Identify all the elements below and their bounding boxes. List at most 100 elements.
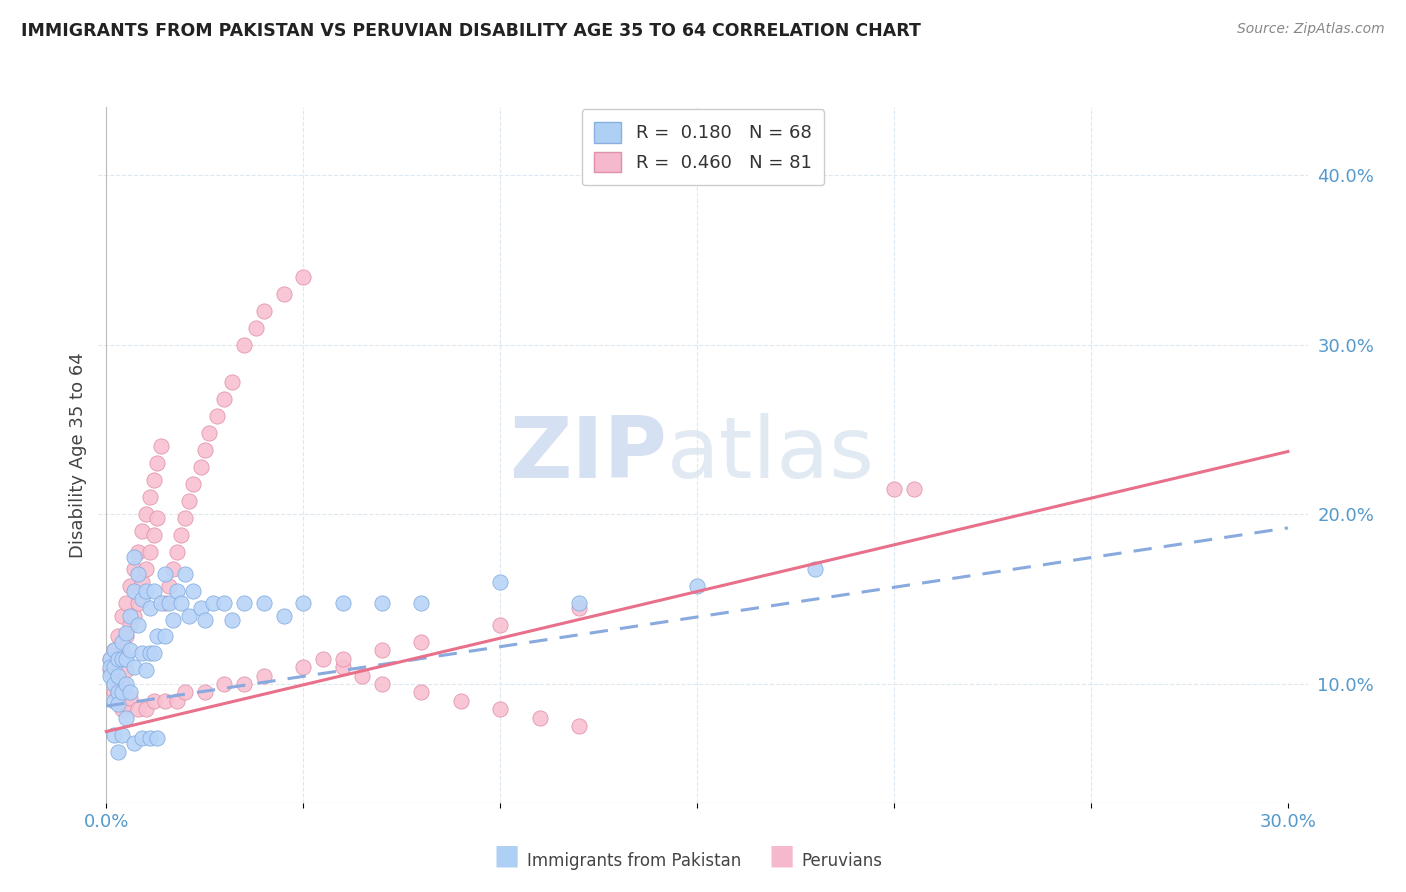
Point [115,651,138,665]
Point [146,731,169,746]
Text: Peruvians: Peruvians [801,852,883,870]
Point [107,745,129,759]
Point [115,664,138,678]
Point [111,677,134,691]
Point [142,647,165,661]
Point [194,685,217,699]
Point [197,425,219,440]
Point [155,596,177,610]
Point [166,583,188,598]
Point [155,694,177,708]
Point [107,668,129,682]
Point [122,660,145,674]
Point [174,566,197,581]
Point [107,651,129,665]
Point [155,566,177,581]
Point [111,728,134,742]
Point [352,668,374,682]
Point [127,596,149,610]
Point [162,561,184,575]
Text: atlas: atlas [666,413,875,497]
Point [804,561,827,575]
Point [411,634,433,648]
Point [138,491,160,505]
Point [111,609,134,624]
Y-axis label: Disability Age 35 to 64: Disability Age 35 to 64 [69,352,87,558]
Point [135,508,157,522]
Point [292,660,315,674]
Point [118,617,141,632]
Point [135,561,157,575]
Text: ■: ■ [494,842,520,870]
Point [103,685,125,699]
Point [903,482,925,496]
Point [135,702,157,716]
Point [174,685,197,699]
Point [107,651,129,665]
Point [138,544,160,558]
Point [107,698,129,712]
Point [489,617,512,632]
Point [115,596,138,610]
Point [103,660,125,674]
Point [131,592,153,607]
Point [686,578,709,592]
Point [103,664,125,678]
Point [103,677,125,691]
Point [111,643,134,657]
Point [98,660,121,674]
Text: ZIP: ZIP [509,413,666,497]
Point [568,596,591,610]
Point [146,630,169,644]
Point [111,702,134,716]
Point [122,583,145,598]
Point [127,702,149,716]
Point [253,596,276,610]
Point [146,510,169,524]
Point [118,578,141,592]
Point [135,664,157,678]
Point [174,510,197,524]
Point [138,600,160,615]
Point [166,544,188,558]
Point [103,643,125,657]
Point [292,269,315,284]
Point [450,694,472,708]
Point [233,337,256,351]
Point [107,685,129,699]
Point [155,630,177,644]
Point [273,609,295,624]
Point [146,457,169,471]
Point [332,596,354,610]
Point [142,527,165,541]
Point [214,596,236,610]
Point [150,596,173,610]
Point [194,442,217,457]
Point [98,668,121,682]
Point [181,583,204,598]
Point [233,596,256,610]
Point [98,651,121,665]
Point [115,677,138,691]
Point [233,677,256,691]
Point [371,596,394,610]
Point [162,613,184,627]
Point [529,711,551,725]
Point [115,626,138,640]
Point [157,596,180,610]
Point [221,613,243,627]
Point [122,609,145,624]
Point [111,634,134,648]
Point [568,600,591,615]
Point [214,392,236,406]
Point [142,694,165,708]
Point [107,685,129,699]
Point [127,544,149,558]
Point [194,613,217,627]
Point [122,549,145,564]
Legend: R =  0.180   N = 68, R =  0.460   N = 81: R = 0.180 N = 68, R = 0.460 N = 81 [582,109,824,186]
Point [118,690,141,705]
Point [107,677,129,691]
Point [568,719,591,733]
Point [98,651,121,665]
